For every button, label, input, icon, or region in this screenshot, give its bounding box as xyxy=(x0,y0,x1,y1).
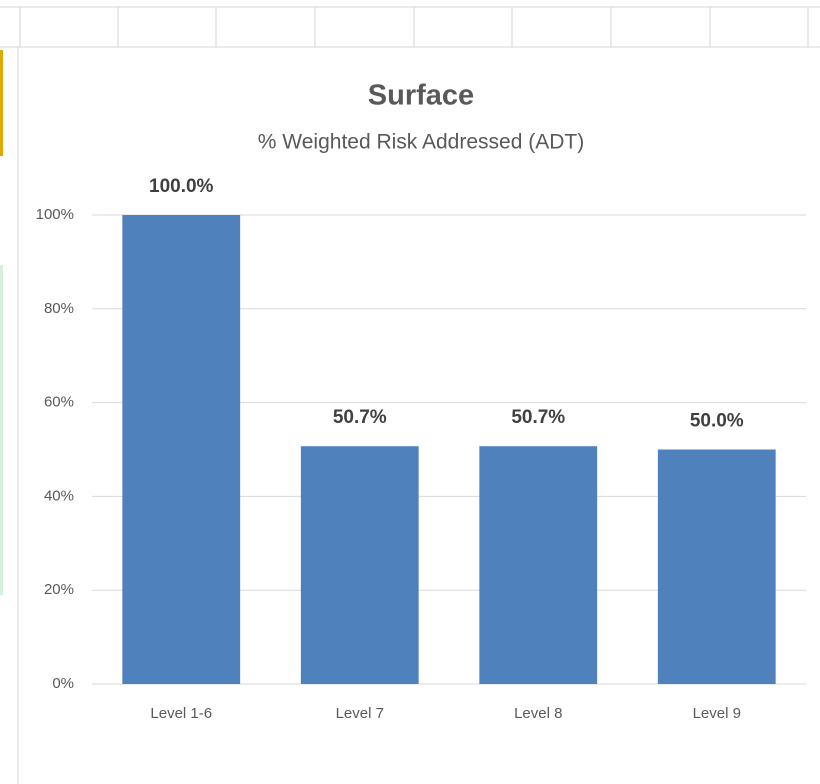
y-tick-label: 60% xyxy=(44,394,74,411)
data-label: 50.7% xyxy=(511,407,565,428)
y-tick-label: 40% xyxy=(44,487,74,504)
x-tick-label: Level 8 xyxy=(514,705,562,722)
chart-title: Surface xyxy=(368,80,474,112)
chart-subtitle: % Weighted Risk Addressed (ADT) xyxy=(258,131,584,154)
y-tick-label: 100% xyxy=(36,206,74,223)
y-tick-label: 20% xyxy=(44,581,74,598)
data-label: 100.0% xyxy=(149,176,214,197)
bar xyxy=(479,446,598,684)
y-tick-label: 80% xyxy=(44,300,74,317)
x-tick-label: Level 1-6 xyxy=(150,705,212,722)
y-tick-label: 0% xyxy=(52,675,74,692)
bar xyxy=(122,215,241,684)
bar xyxy=(300,446,419,684)
data-label: 50.7% xyxy=(333,407,387,428)
x-tick-label: Level 9 xyxy=(693,705,741,722)
data-label: 50.0% xyxy=(690,411,744,432)
x-tick-label: Level 7 xyxy=(336,705,384,722)
bar xyxy=(657,449,776,684)
